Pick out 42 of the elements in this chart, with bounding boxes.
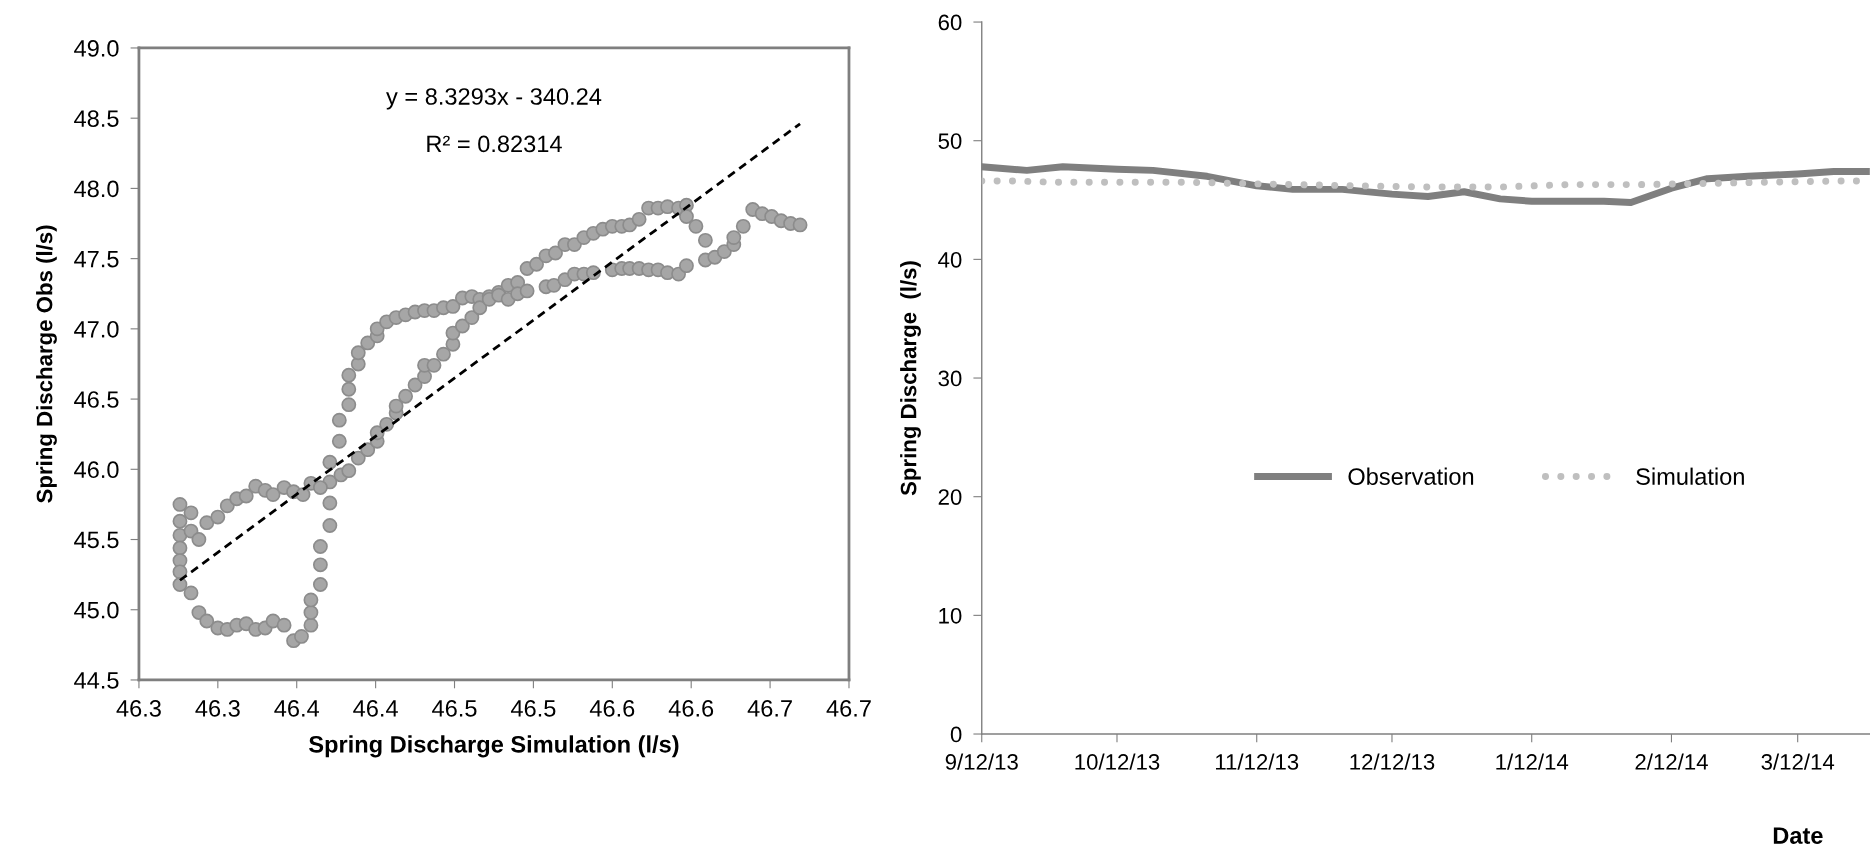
y-tick-label: 0 bbox=[950, 726, 962, 743]
y-tick-label: 45.5 bbox=[74, 531, 119, 549]
y-tick-label: 46.0 bbox=[74, 461, 119, 479]
x-tick-label: 46.3 bbox=[116, 700, 161, 717]
legend-label: Simulation bbox=[1636, 467, 1744, 485]
x-tick-label: 46.4 bbox=[353, 700, 398, 717]
y-tick-label: 46.5 bbox=[74, 391, 119, 408]
y-tick-label: 10 bbox=[939, 607, 962, 624]
y-tick-label: 47.0 bbox=[74, 320, 119, 338]
y-tick-label: 48.0 bbox=[74, 180, 119, 198]
x-tick-label: 11/12/13 bbox=[1216, 753, 1299, 770]
x-tick-label: 46.5 bbox=[510, 700, 556, 717]
y-tick-label: 30 bbox=[938, 370, 962, 387]
y-tick-label: 40 bbox=[938, 251, 962, 268]
y-tick-label: 48.5 bbox=[74, 110, 119, 127]
y-axis-title: Spring Discharge (l/s) bbox=[900, 261, 921, 496]
x-tick-label: 46.6 bbox=[589, 700, 635, 717]
x-tick-label: 46.5 bbox=[432, 700, 477, 717]
y-tick-label: 44.5 bbox=[74, 672, 119, 689]
annotation: R² = 0.82314 bbox=[427, 135, 562, 153]
x-axis-title: Date bbox=[1773, 827, 1823, 844]
y-tick-label: 20 bbox=[938, 489, 962, 505]
annotation: y = 8.3293x - 340.24 bbox=[386, 88, 602, 110]
x-tick-label: 46.4 bbox=[274, 700, 320, 717]
x-tick-label: 9/12/13 bbox=[945, 753, 1018, 770]
x-tick-label: 12/12/13 bbox=[1350, 753, 1435, 770]
y-tick-label: 49.0 bbox=[74, 40, 119, 57]
x-tick-label: 46.6 bbox=[668, 700, 714, 717]
x-tick-label: 46.7 bbox=[826, 700, 871, 717]
x-tick-label: 1/12/14 bbox=[1496, 753, 1569, 770]
y-tick-label: 60 bbox=[938, 14, 962, 31]
legend-label: Observation bbox=[1348, 467, 1474, 485]
x-tick-label: 10/12/13 bbox=[1075, 753, 1160, 770]
y-tick-label: 45.0 bbox=[74, 601, 119, 619]
x-tick-label: 46.7 bbox=[747, 700, 792, 717]
x-axis-title: Spring Discharge Simulation (l/s) bbox=[309, 735, 679, 758]
y-axis-title: Spring Discharge Obs (l/s) bbox=[36, 225, 57, 503]
x-tick-label: 2/12/14 bbox=[1635, 753, 1708, 770]
x-tick-label: 3/12/14 bbox=[1761, 753, 1835, 770]
y-tick-label: 47.5 bbox=[74, 250, 119, 268]
y-tick-label: 50 bbox=[938, 133, 962, 149]
x-tick-label: 46.3 bbox=[195, 700, 240, 717]
